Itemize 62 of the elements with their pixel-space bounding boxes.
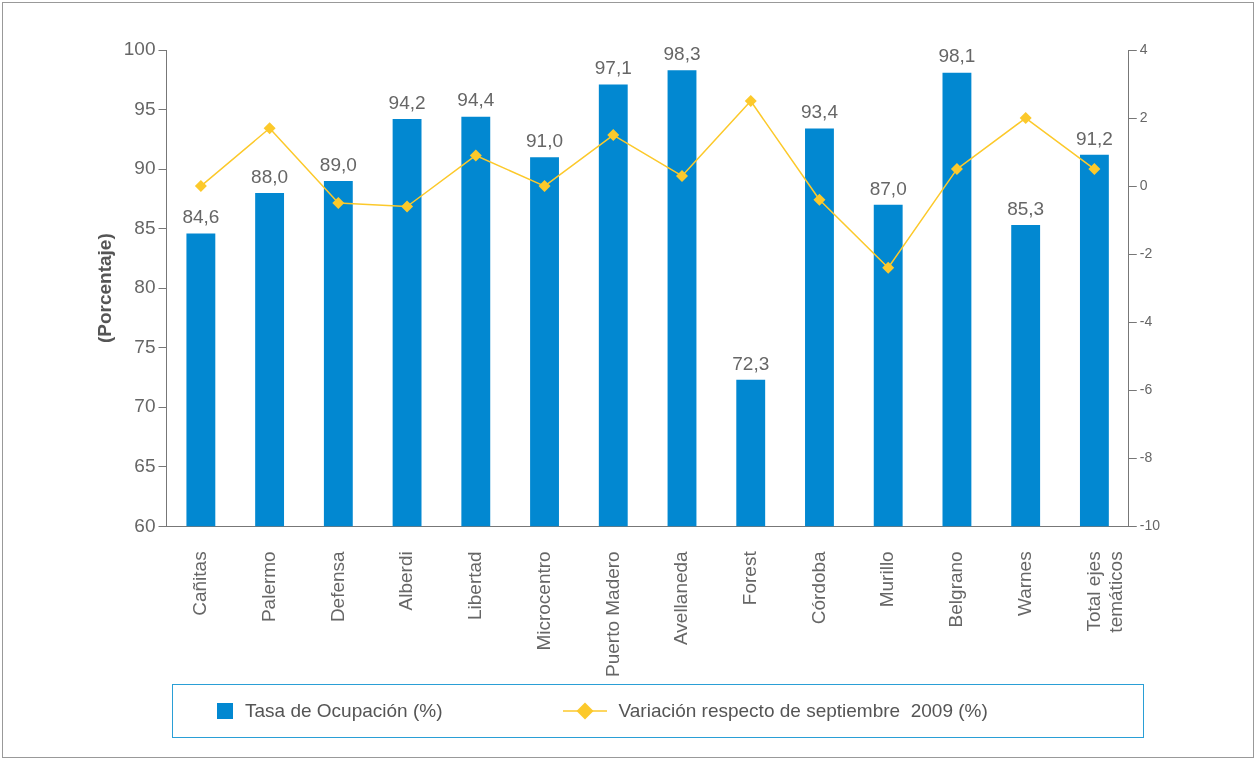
point bbox=[332, 197, 345, 210]
point bbox=[1088, 163, 1101, 176]
data-label: 98,3 bbox=[663, 42, 701, 64]
x-tick-label: Forest bbox=[738, 550, 760, 606]
data-label: 87,0 bbox=[869, 177, 907, 199]
point bbox=[194, 180, 207, 193]
point bbox=[469, 149, 482, 162]
data-label: 93,4 bbox=[800, 101, 839, 123]
data-label: 97,1 bbox=[594, 57, 632, 79]
x-tick-label: Alberdi bbox=[395, 551, 417, 611]
y2-tick-label: -2 bbox=[1139, 245, 1153, 261]
y2-tick-label: 2 bbox=[1139, 108, 1148, 125]
data-label: 91,2 bbox=[1075, 127, 1113, 149]
y2-tick-label: 0 bbox=[1139, 176, 1148, 193]
x-tick-label: Defensa bbox=[326, 550, 348, 623]
point bbox=[401, 200, 414, 213]
x-tick-label: Warnes bbox=[1013, 551, 1035, 617]
data-label: 91,0 bbox=[526, 129, 564, 151]
data-label: 72,3 bbox=[732, 352, 770, 374]
y-tick-label: 95 bbox=[134, 97, 156, 119]
data-label: 88,0 bbox=[251, 165, 289, 187]
legend-label: Variación respecto de septiembre 2009 (%) bbox=[618, 700, 988, 722]
x-tick-label: Libertad bbox=[464, 551, 486, 620]
data-label: 85,3 bbox=[1007, 197, 1045, 219]
x-tick-label: Belgrano bbox=[945, 551, 967, 628]
y2-tick-label: -6 bbox=[1139, 381, 1153, 398]
data-label: 98,1 bbox=[938, 45, 976, 67]
y-tick-label: 60 bbox=[134, 514, 156, 536]
y-tick-label: 85 bbox=[134, 216, 156, 238]
data-label: 84,6 bbox=[182, 206, 220, 228]
x-tick-label: Puerto Madero bbox=[601, 551, 623, 678]
y-tick-label: 90 bbox=[134, 157, 156, 179]
point bbox=[607, 129, 620, 142]
y-tick-label: 75 bbox=[134, 335, 156, 357]
x-tick-label: Total ejes temáticos bbox=[1082, 551, 1127, 633]
point bbox=[813, 193, 826, 206]
y-axis-title: (Porcentaje) bbox=[93, 233, 115, 344]
y-tick-label: 70 bbox=[134, 395, 156, 417]
y2-tick-label: -4 bbox=[1139, 313, 1153, 330]
data-label: 89,0 bbox=[319, 153, 357, 175]
x-tick-label: Avellaneda bbox=[670, 550, 692, 646]
x-tick-label: Córdoba bbox=[807, 550, 829, 625]
data-label: 94,2 bbox=[388, 91, 426, 113]
point bbox=[263, 122, 276, 135]
x-tick-label: Microcentro bbox=[532, 551, 554, 651]
point bbox=[538, 180, 551, 193]
x-tick-label: Palermo bbox=[257, 551, 279, 623]
y-tick-label: 80 bbox=[134, 276, 156, 298]
y-tick-label: 100 bbox=[123, 38, 156, 60]
y2-tick-label: 4 bbox=[1139, 40, 1148, 57]
point bbox=[950, 163, 963, 176]
legend-label: Tasa de Ocupación (%) bbox=[245, 700, 443, 722]
point bbox=[1019, 112, 1032, 125]
x-tick-label: Cañitas bbox=[189, 551, 211, 616]
y-tick-label: 65 bbox=[134, 455, 156, 477]
point bbox=[676, 169, 688, 182]
y2-tick-label: -10 bbox=[1139, 517, 1161, 534]
x-tick-label: Murillo bbox=[876, 551, 898, 608]
point bbox=[882, 261, 895, 274]
point bbox=[744, 95, 757, 108]
y2-tick-label: -8 bbox=[1139, 449, 1153, 466]
data-label: 94,4 bbox=[457, 89, 495, 111]
